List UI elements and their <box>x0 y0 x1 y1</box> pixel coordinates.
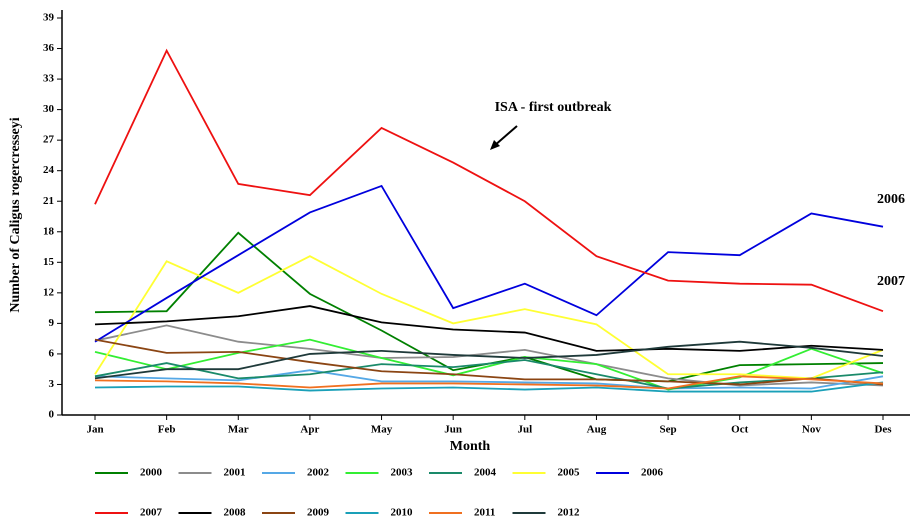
legend-label: 2005 <box>558 467 581 479</box>
y-tick-label: 6 <box>49 347 55 359</box>
x-axis-label: Month <box>450 439 491 454</box>
legend-label: 2007 <box>140 507 163 519</box>
series-line <box>94 340 884 380</box>
series-line <box>94 305 884 352</box>
series-line <box>94 359 884 390</box>
series-line <box>94 338 884 391</box>
y-tick-label: 39 <box>43 12 55 24</box>
y-tick-label: 9 <box>49 317 55 329</box>
legend-label: 2001 <box>224 467 246 479</box>
x-tick-label: Jun <box>444 424 462 436</box>
y-tick-label: 30 <box>43 103 55 115</box>
annotation: ISA - first outbreak <box>495 100 612 115</box>
y-axis-label: Number of Caligus rogercresseyi <box>8 117 23 312</box>
y-tick-label: 27 <box>43 134 55 146</box>
series-line <box>94 48 884 313</box>
arrow-head <box>490 140 500 150</box>
legend-label: 2012 <box>558 507 581 519</box>
series-line <box>94 255 884 380</box>
annotation: 2007 <box>877 274 905 289</box>
x-tick-label: Feb <box>158 424 176 436</box>
annotation: 2006 <box>877 192 905 207</box>
x-tick-label: Aug <box>587 424 607 436</box>
x-tick-label: Apr <box>300 424 319 436</box>
y-tick-label: 18 <box>43 225 55 237</box>
series-line <box>94 184 884 343</box>
y-tick-label: 33 <box>43 73 55 85</box>
x-tick-label: Mar <box>228 424 249 436</box>
legend-label: 2002 <box>307 467 330 479</box>
series-line <box>94 375 884 390</box>
y-tick-label: 0 <box>49 409 55 421</box>
x-tick-label: Jan <box>86 424 103 436</box>
series-line <box>94 369 884 390</box>
annotation-arrow <box>493 125 518 147</box>
legend-label: 2003 <box>391 467 414 479</box>
y-tick-label: 36 <box>43 42 55 54</box>
legend-label: 2010 <box>391 507 414 519</box>
y-tick-label: 3 <box>49 378 55 390</box>
x-tick-label: Des <box>874 424 892 436</box>
legend-label: 2008 <box>224 507 247 519</box>
series-line <box>94 324 884 387</box>
series-line <box>94 338 884 386</box>
legend-label: 2000 <box>140 467 163 479</box>
legend-label: 2006 <box>641 467 664 479</box>
x-tick-label: Sep <box>660 424 677 436</box>
legend-label: 2011 <box>474 507 495 519</box>
x-tick-label: Jul <box>517 424 532 436</box>
y-tick-label: 15 <box>43 256 55 268</box>
x-tick-label: Oct <box>731 424 748 436</box>
legend-label: 2004 <box>474 467 497 479</box>
legend-label: 2009 <box>307 507 330 519</box>
x-tick-label: May <box>371 424 393 436</box>
y-tick-label: 21 <box>43 195 54 207</box>
y-tick-label: 24 <box>43 164 55 176</box>
series-line <box>94 381 884 393</box>
x-tick-label: Nov <box>802 424 821 436</box>
y-tick-label: 12 <box>43 286 55 298</box>
